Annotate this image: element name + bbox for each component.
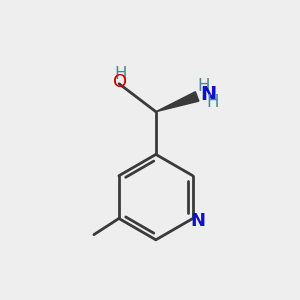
Text: H: H: [114, 65, 127, 83]
Polygon shape: [156, 92, 199, 112]
Text: H: H: [197, 77, 210, 95]
Text: N: N: [200, 85, 216, 104]
Text: N: N: [191, 212, 206, 230]
Text: H: H: [207, 93, 219, 111]
Text: O: O: [113, 73, 128, 91]
